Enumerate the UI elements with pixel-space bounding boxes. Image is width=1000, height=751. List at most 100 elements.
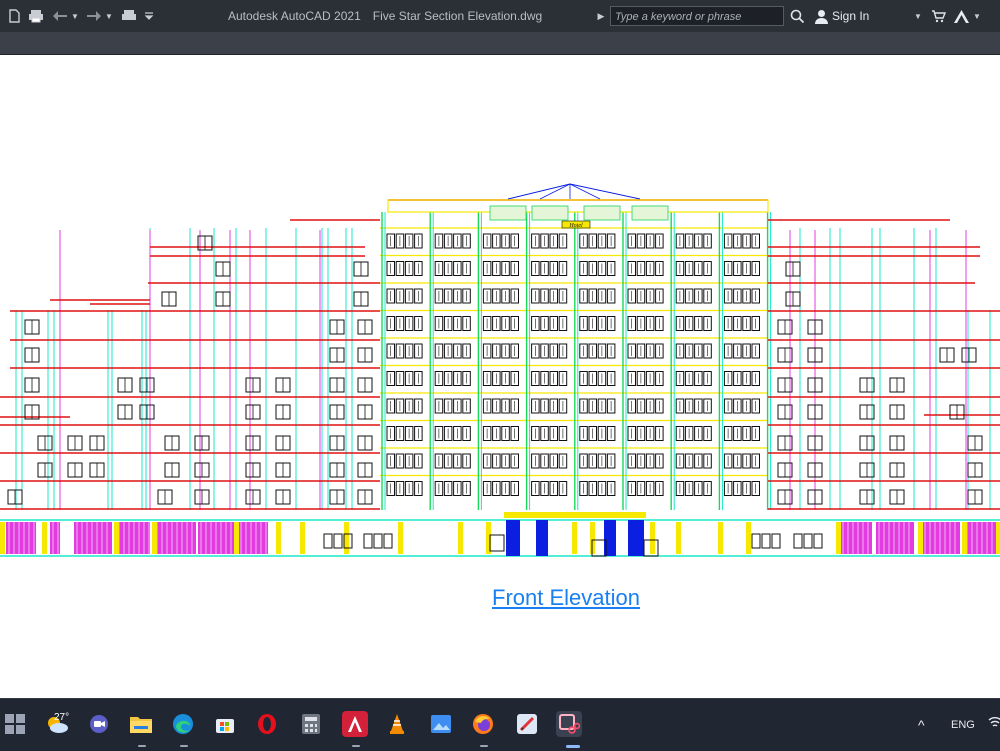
tower-window: [386, 316, 395, 331]
wifi-icon[interactable]: [988, 715, 1000, 732]
tower-window: [751, 233, 760, 249]
tower-window: [655, 426, 664, 441]
tower-window: [703, 426, 712, 441]
ground-window: [761, 533, 771, 549]
snipping-tool-icon[interactable]: [556, 711, 582, 737]
tower-window: [627, 481, 636, 496]
autodesk-app-icon[interactable]: [953, 7, 969, 25]
tower-window: [694, 261, 703, 276]
tower-window: [510, 233, 519, 249]
chat-icon[interactable]: [86, 711, 112, 737]
search-box[interactable]: [610, 6, 784, 26]
opera-icon[interactable]: [254, 711, 280, 737]
new-icon[interactable]: [8, 7, 20, 25]
help-dropdown-icon[interactable]: ▼: [973, 11, 981, 21]
undo-icon[interactable]: [51, 7, 69, 25]
tower-window: [723, 371, 733, 386]
tower-window: [549, 481, 558, 496]
tower-window: [531, 316, 540, 331]
tower-window: [404, 398, 414, 414]
start-icon[interactable]: [2, 711, 28, 737]
ground-window: [793, 533, 803, 549]
customize-toolbar-icon[interactable]: [143, 7, 155, 25]
tower-window: [703, 371, 712, 386]
tower-window: [588, 233, 597, 249]
tower-window: [453, 288, 462, 304]
tower-window: [645, 288, 655, 304]
tower-window: [588, 398, 597, 414]
vlc-icon[interactable]: [384, 711, 410, 737]
tower-window: [606, 371, 616, 386]
tower-window: [694, 316, 703, 331]
tower-window: [434, 343, 444, 359]
tower-window: [434, 426, 444, 441]
language-indicator[interactable]: ENG: [951, 719, 975, 731]
roof-truss-line: [539, 183, 571, 200]
tower-window: [462, 398, 471, 414]
sign-in-link[interactable]: Sign In: [832, 9, 870, 23]
tower-window: [694, 398, 703, 414]
user-icon[interactable]: [812, 7, 830, 25]
file-explorer-icon[interactable]: [128, 711, 154, 737]
autocad-icon[interactable]: [342, 711, 368, 737]
tower-window: [386, 453, 395, 469]
search-expand-icon[interactable]: ▶: [597, 10, 605, 21]
tower-window: [645, 343, 655, 359]
undo-dropdown-icon[interactable]: ▼: [71, 11, 79, 21]
redo-dropdown-icon[interactable]: ▼: [105, 11, 113, 21]
tower-window: [414, 481, 423, 496]
tower-window: [395, 233, 405, 249]
tower-window: [531, 261, 540, 276]
tower-window: [684, 453, 694, 469]
tower-window: [733, 371, 742, 386]
tower-window: [395, 288, 405, 304]
paint-icon[interactable]: [514, 711, 540, 737]
title-bar: ▼ ▼ Autodesk AutoCAD 2021 Five Star Secti…: [0, 0, 1000, 32]
tower-window: [579, 343, 588, 359]
tower-window: [501, 233, 510, 249]
tower-window: [414, 398, 423, 414]
tower-window: [723, 453, 733, 469]
tower-window: [462, 316, 471, 331]
drawing-canvas[interactable]: Hotel Front Elevation: [0, 55, 1000, 698]
tower-window: [636, 343, 646, 359]
tower-window: [531, 481, 540, 496]
sign-in-dropdown-icon[interactable]: ▼: [914, 11, 922, 21]
cart-icon[interactable]: [930, 7, 946, 25]
tower-window: [453, 371, 462, 386]
tower-window: [395, 316, 405, 331]
roof-truss-line: [569, 183, 601, 200]
calculator-icon[interactable]: [298, 711, 324, 737]
tower-window: [627, 398, 636, 414]
tower-window: [395, 398, 405, 414]
redo-icon[interactable]: [85, 7, 103, 25]
tower-window: [684, 398, 694, 414]
plot-icon[interactable]: [120, 7, 138, 25]
tower-window: [492, 288, 501, 304]
chevron-up-icon[interactable]: ^: [918, 717, 925, 733]
tower-window: [636, 316, 646, 331]
drawing-caption: Front Elevation: [492, 585, 640, 610]
search-icon[interactable]: [788, 7, 806, 25]
tower-window: [531, 233, 540, 249]
weather-icon[interactable]: [44, 711, 70, 737]
edge-icon[interactable]: [170, 711, 196, 737]
ground-window: [803, 533, 813, 549]
tower-window: [549, 343, 558, 359]
tower-window: [588, 481, 597, 496]
photos-icon[interactable]: [428, 711, 454, 737]
tower-window: [453, 261, 462, 276]
tower-window: [443, 426, 453, 441]
firefox-icon[interactable]: [470, 711, 496, 737]
ground-window: [343, 533, 353, 549]
tower-window: [606, 343, 616, 359]
print-icon[interactable]: [27, 7, 45, 25]
tower-window: [453, 233, 462, 249]
base-pier: [836, 522, 841, 554]
roof-screen-panel: [631, 205, 669, 221]
store-icon[interactable]: [212, 711, 238, 737]
tower-window: [395, 426, 405, 441]
tower-window: [510, 261, 519, 276]
search-input[interactable]: [611, 8, 783, 26]
tower-window: [540, 426, 549, 441]
